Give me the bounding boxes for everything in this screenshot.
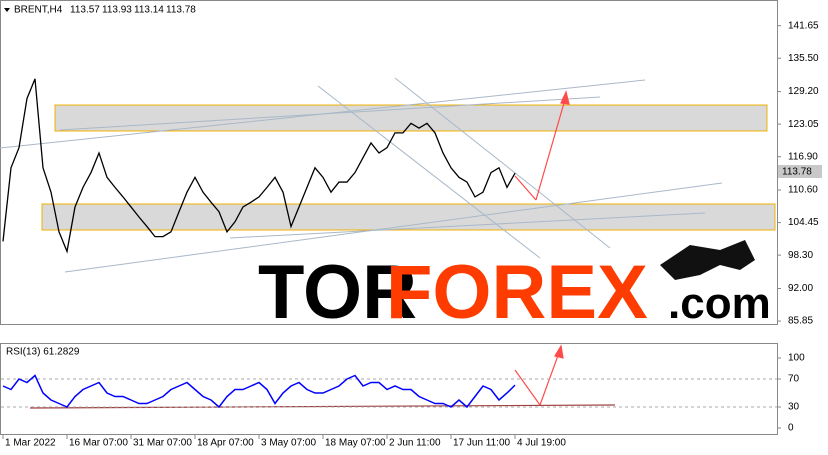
last-price: 113.78 — [782, 167, 812, 178]
arrow — [535, 95, 567, 201]
arrow — [539, 349, 561, 406]
menu-icon — [4, 8, 10, 12]
y-tick-label: 135.50 — [788, 53, 819, 64]
rsi-title: RSI(13) 61.2829 — [6, 347, 80, 358]
trend-line — [64, 182, 723, 273]
rsi-panel — [0, 343, 778, 435]
series-line — [2, 78, 516, 254]
y-tick-label: 129.20 — [788, 86, 819, 97]
symbol-title: BRENT,H4 — [14, 5, 63, 16]
x-tick-label: 17 Jun 11:00 — [453, 438, 511, 449]
y-tick-label: 70 — [788, 374, 800, 385]
y-tick-label: 30 — [788, 402, 800, 413]
arrow — [514, 369, 541, 406]
x-tick-label: 18 May 07:00 — [325, 438, 386, 449]
arrow — [514, 175, 537, 201]
y-tick-label: 92.00 — [788, 283, 813, 294]
watermark-brand: TOR — [258, 250, 417, 335]
trend-line — [229, 212, 706, 239]
y-tick-label: 85.85 — [788, 316, 813, 327]
support-zone — [41, 203, 776, 231]
watermark-accent: FOREX — [386, 250, 648, 335]
last-price-box — [778, 165, 822, 178]
watermark-suffix: .com — [668, 279, 771, 328]
x-tick-label: 1 Mar 2022 — [5, 438, 56, 449]
ohlc-value: 113.78 — [166, 5, 196, 16]
ohlc-value: 113.57 — [70, 5, 100, 16]
x-tick-label: 16 Mar 07:00 — [69, 438, 128, 449]
y-tick-label: 141.65 — [788, 20, 819, 31]
trend-line — [394, 77, 611, 249]
ohlc-value: 113.93 — [102, 5, 132, 16]
y-tick-label: 98.30 — [788, 250, 813, 261]
arrow-head — [560, 90, 570, 105]
x-tick-label: 4 Jul 19:00 — [517, 438, 566, 449]
y-tick-label: 104.45 — [788, 217, 819, 228]
trend-line — [317, 85, 541, 259]
main-panel — [0, 0, 778, 325]
bull-logo — [660, 240, 755, 280]
resistance-zone — [54, 104, 768, 132]
y-tick-label: 116.90 — [788, 151, 818, 162]
x-tick-label: 3 May 07:00 — [261, 438, 316, 449]
y-tick-label: 123.05 — [788, 119, 819, 130]
trend-lines — [0, 77, 723, 273]
arrow-head — [554, 344, 564, 359]
ohlc-value: 113.14 — [134, 5, 164, 16]
x-tick-label: 2 Jun 11:00 — [389, 438, 441, 449]
y-tick-label: 0 — [788, 423, 794, 434]
series-line — [2, 374, 516, 409]
x-tick-label: 18 Apr 07:00 — [197, 438, 254, 449]
y-tick-label: 110.60 — [788, 185, 818, 196]
x-tick-label: 31 Mar 07:00 — [133, 438, 192, 449]
y-tick-label: 100 — [788, 353, 805, 364]
trend-line — [59, 96, 601, 131]
